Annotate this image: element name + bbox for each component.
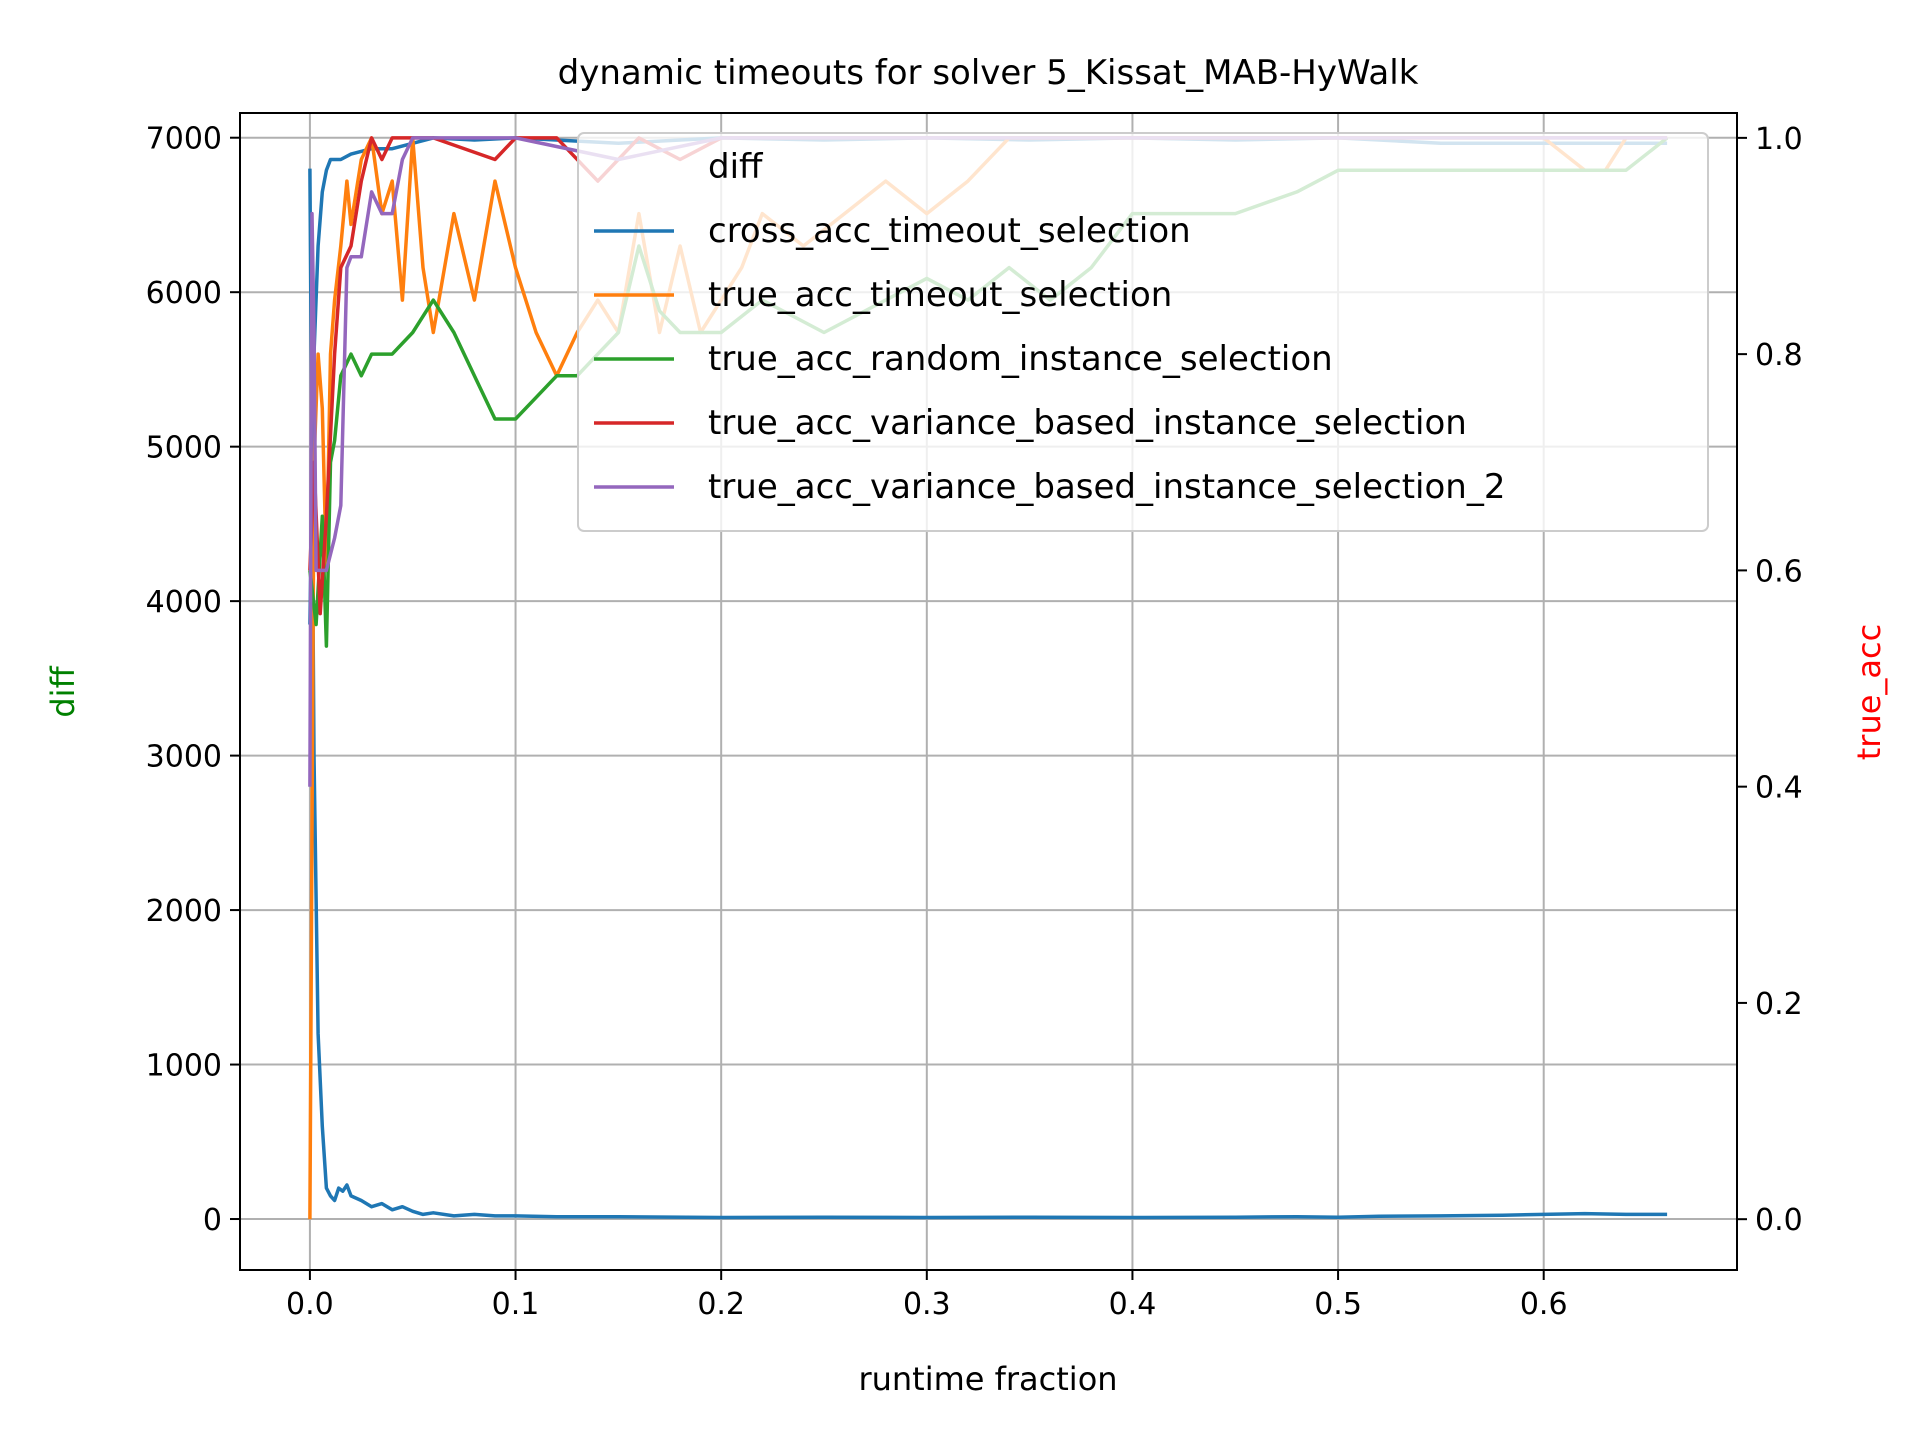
y-left-tick-label-2: 2000 [146,894,222,929]
legend: diff cross_acc_timeout_selection true_acc_… [577,132,1709,532]
y-left-tick-label-5: 5000 [146,431,222,466]
legend-label-5: true_acc_variance_based_instance_selecti… [708,467,1506,507]
legend-label-2: true_acc_timeout_selection [708,275,1172,315]
x-axis-label: runtime fraction [858,1360,1117,1398]
y-right-tick-label-3: 0.6 [1755,554,1803,589]
y-left-tick-label-6: 6000 [146,276,222,311]
legend-label-4: true_acc_variance_based_instance_selecti… [708,403,1467,443]
y-right-tick-label-4: 0.8 [1755,338,1803,373]
series-line-0 [308,168,1668,1220]
y-right-tick-label-0: 0.0 [1755,1203,1803,1238]
ticks: 0.0 0.1 0.2 0.3 0.4 0.5 0.6 0 1000 2000 3000 4000 50… [146,122,1803,1322]
y-axis-label-left: diff [44,665,82,717]
x-tick-label-0: 0.0 [286,1287,334,1322]
y-left-tick-label-3: 3000 [146,740,222,775]
x-tick-label-4: 0.4 [1109,1287,1157,1322]
legend-label-3: true_acc_random_instance_selection [708,339,1333,379]
y-right-tick-label-1: 0.2 [1755,987,1803,1022]
y-axis-label-right: true_acc [1850,624,1888,760]
x-tick-label-1: 0.1 [492,1287,540,1322]
x-tick-label-2: 0.2 [697,1287,745,1322]
y-left-tick-label-1: 1000 [146,1049,222,1084]
y-left-tick-label-4: 4000 [146,585,222,620]
legend-box [577,132,1709,532]
legend-label-0: diff [708,147,764,187]
legend-label-1: cross_acc_timeout_selection [708,211,1191,251]
x-tick-label-6: 0.6 [1520,1287,1568,1322]
x-tick-label-5: 0.5 [1314,1287,1362,1322]
y-right-tick-label-5: 1.0 [1755,122,1803,157]
y-right-tick-label-2: 0.4 [1755,771,1803,806]
chart-title: dynamic timeouts for solver 5_Kissat_MAB… [558,53,1419,93]
x-tick-label-3: 0.3 [903,1287,951,1322]
y-left-tick-label-7: 7000 [146,122,222,157]
plot-frame [239,112,1738,1271]
y-left-tick-label-0: 0 [203,1203,222,1238]
